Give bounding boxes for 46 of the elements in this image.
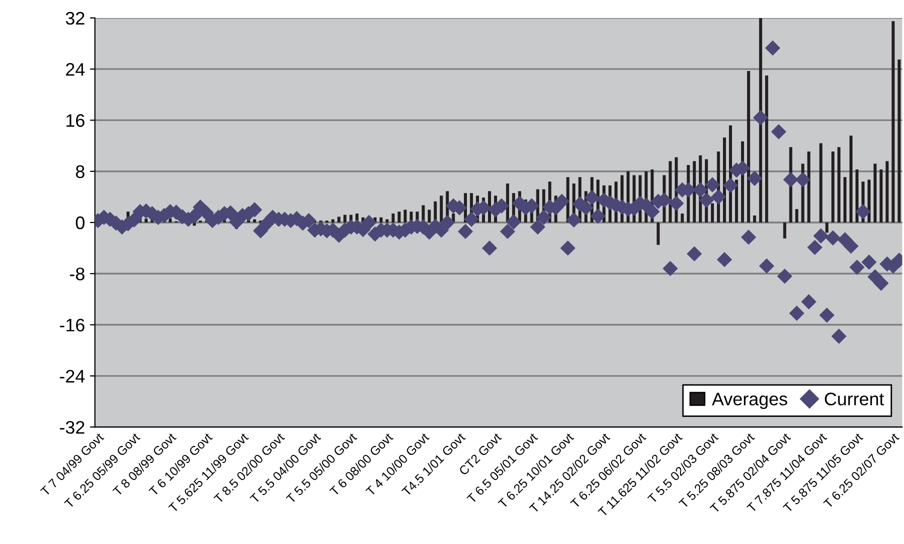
y-tick-label: -16	[60, 318, 84, 332]
bar	[168, 218, 172, 222]
bar	[880, 169, 883, 222]
bar	[710, 203, 714, 222]
y-tick-label: 32	[66, 12, 84, 25]
bar	[886, 161, 889, 222]
bar	[144, 218, 148, 222]
legend-label: Averages	[712, 392, 788, 409]
bar	[656, 222, 660, 245]
bar	[892, 21, 895, 222]
y-tick-label: -32	[60, 420, 84, 434]
bar	[898, 60, 901, 222]
y-tick-label: 16	[66, 114, 84, 127]
y-tick-label: 0	[76, 216, 84, 230]
bar	[331, 219, 334, 222]
bar	[819, 143, 822, 222]
y-tick-label: -24	[60, 370, 85, 382]
bar	[735, 180, 738, 222]
bar	[253, 219, 256, 222]
bar	[831, 152, 834, 222]
bar	[825, 222, 828, 233]
bar	[843, 177, 846, 222]
bar	[680, 214, 684, 222]
y-tick-label: -8	[70, 268, 84, 280]
bar	[849, 136, 852, 222]
bar	[753, 215, 756, 222]
bar	[783, 222, 786, 238]
bar	[765, 75, 768, 222]
legend-label: Current	[824, 392, 884, 406]
bar	[386, 219, 389, 222]
bar	[398, 212, 401, 222]
bar	[868, 180, 871, 222]
bar	[874, 164, 877, 222]
bar	[337, 216, 340, 222]
bar	[807, 152, 810, 222]
bar	[343, 214, 346, 222]
y-tick-label: 24	[66, 63, 85, 76]
bar	[722, 137, 726, 222]
bar	[795, 209, 798, 222]
bar	[380, 217, 383, 222]
bar	[759, 18, 762, 222]
bar	[856, 169, 859, 222]
bar	[392, 214, 395, 222]
y-tick-label: 8	[76, 165, 84, 178]
bar	[440, 196, 443, 222]
bar	[837, 147, 840, 222]
